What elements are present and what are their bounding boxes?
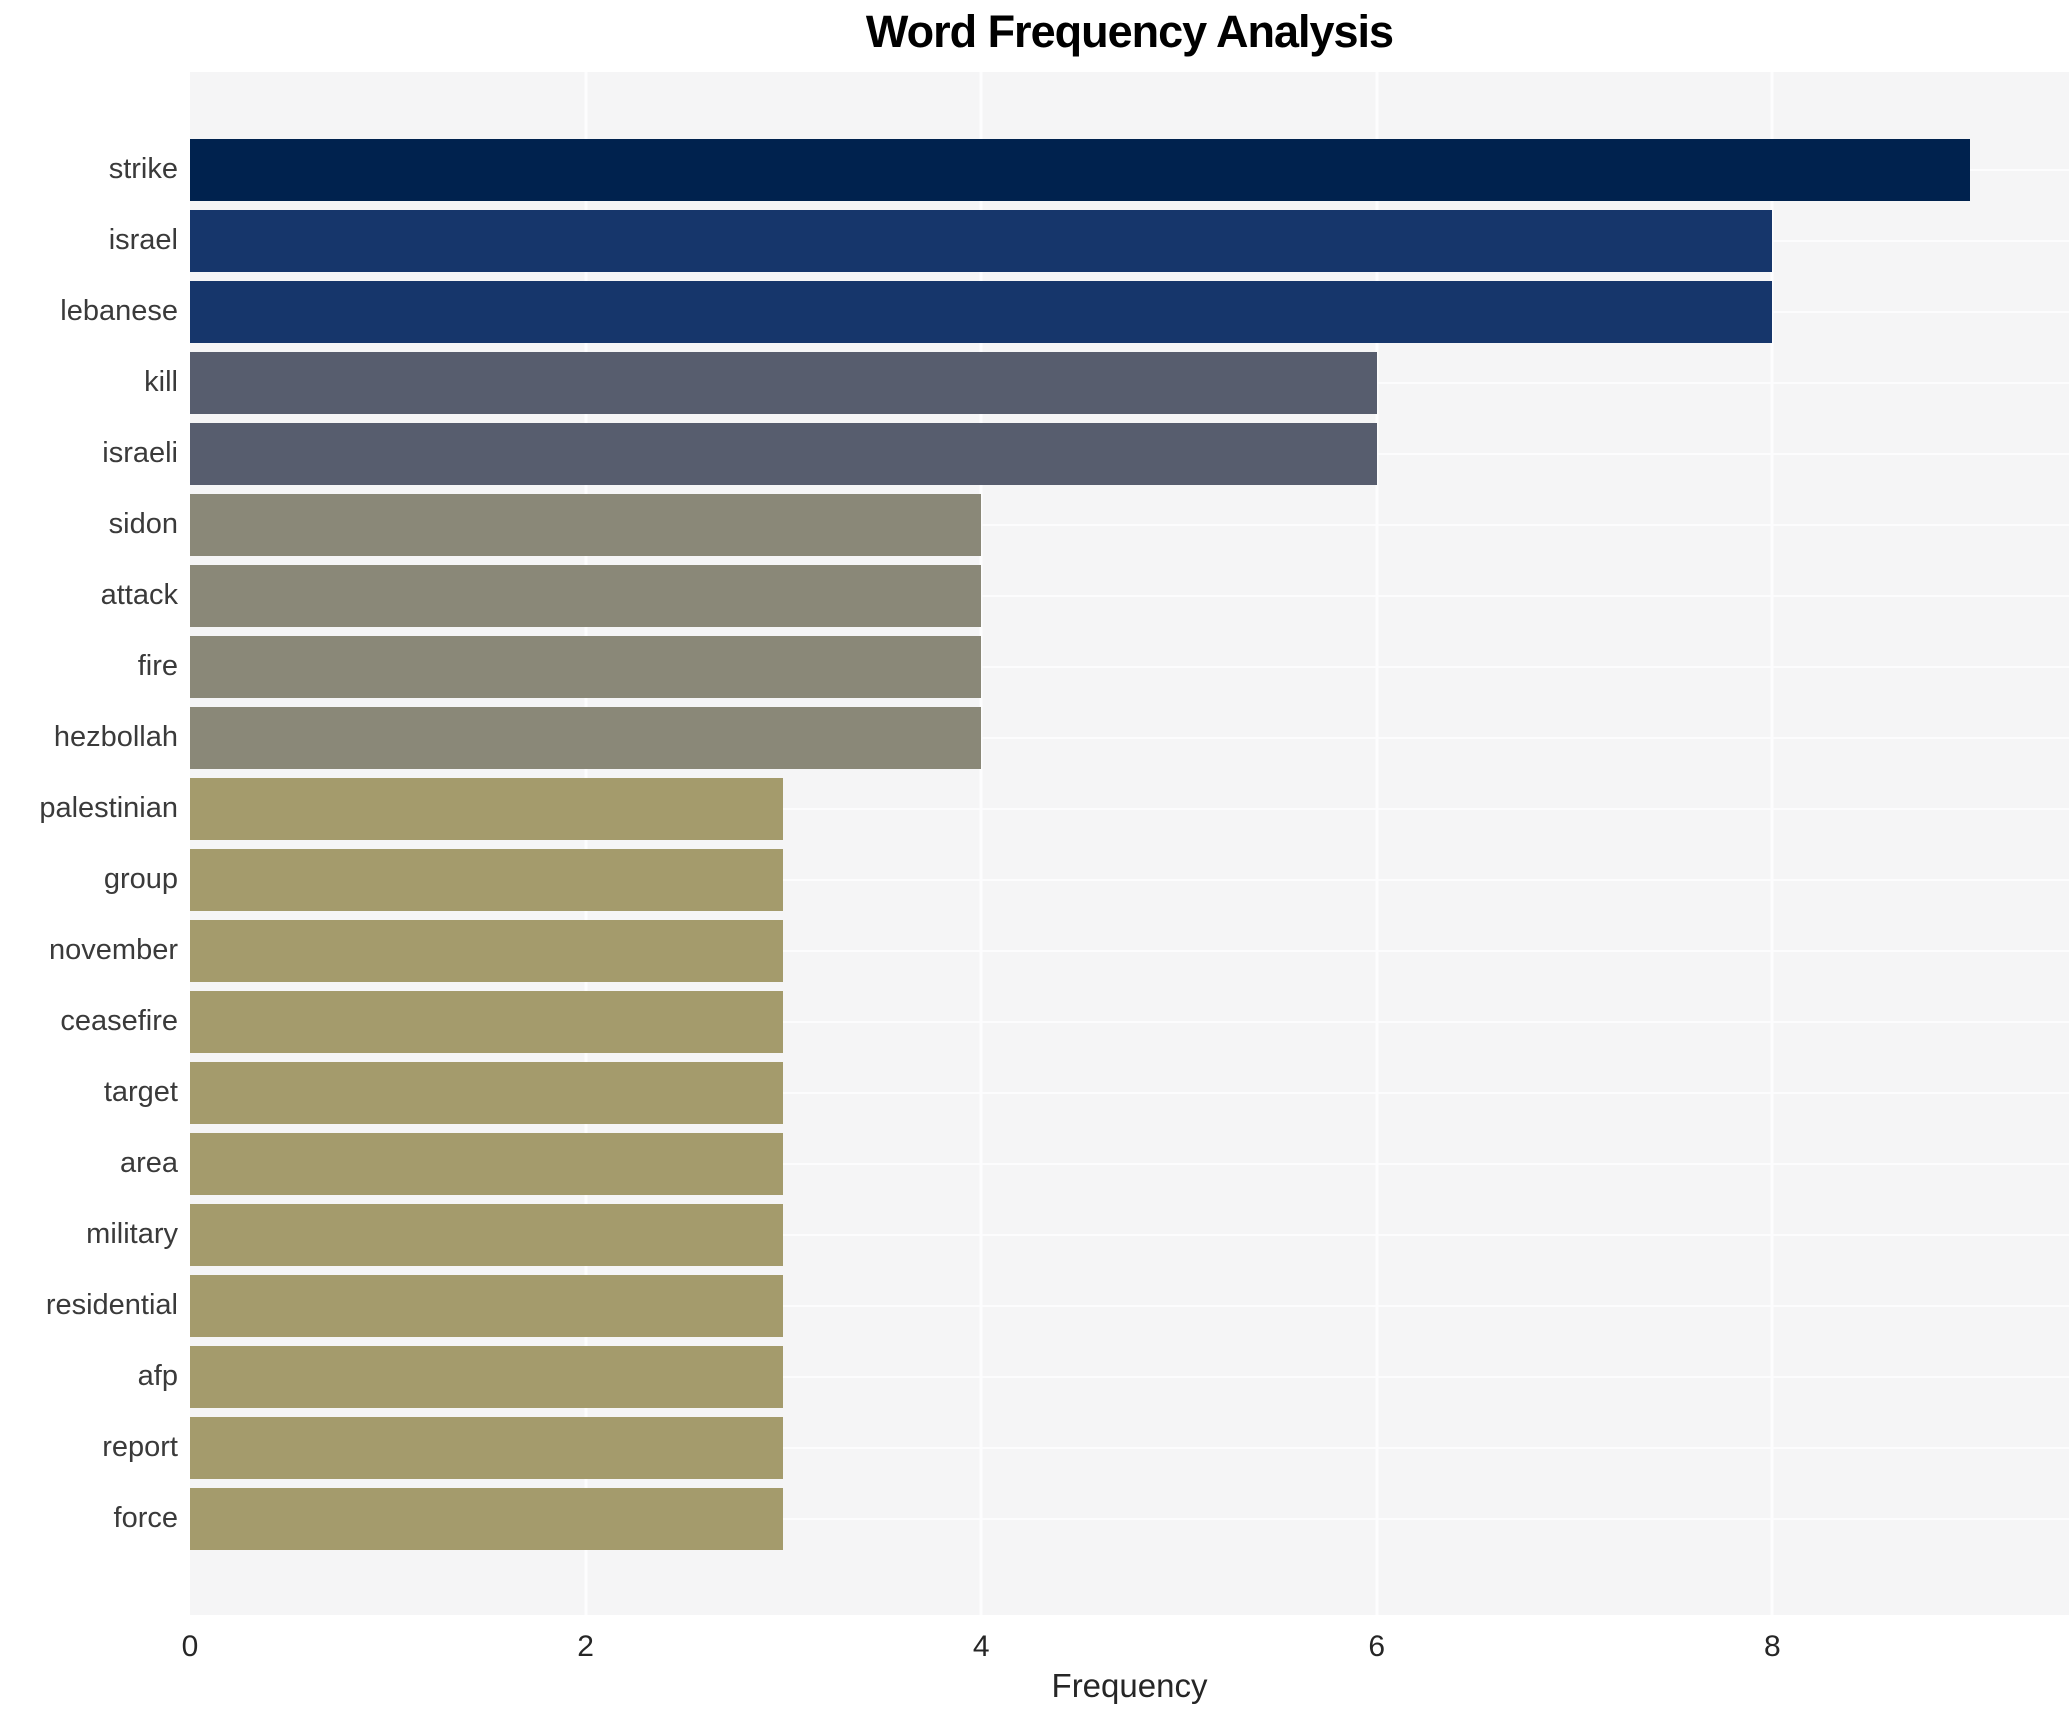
- bar-force: [190, 1487, 784, 1550]
- bar-residential: [190, 1274, 784, 1337]
- bar-afp: [190, 1345, 784, 1408]
- vertical-gridline: [1770, 72, 1774, 1615]
- bar-november: [190, 919, 784, 982]
- category-label-target: target: [103, 1076, 178, 1108]
- category-label-israel: israel: [108, 224, 178, 256]
- category-label-november: november: [49, 934, 178, 966]
- x-axis-title: Frequency: [1051, 1667, 1208, 1704]
- horizontal-gridline: [190, 949, 2069, 952]
- category-label-palestinian: palestinian: [39, 792, 178, 824]
- horizontal-gridline: [190, 594, 2069, 597]
- horizontal-gridline: [190, 1233, 2069, 1236]
- category-label-attack: attack: [100, 579, 178, 611]
- bar-area: [190, 1132, 784, 1195]
- bar-fire: [190, 635, 982, 698]
- horizontal-gridline: [190, 878, 2069, 881]
- bar-hezbollah: [190, 706, 982, 769]
- horizontal-gridline: [190, 1517, 2069, 1520]
- category-label-group: group: [103, 863, 178, 895]
- bar-report: [190, 1416, 784, 1479]
- horizontal-gridline: [190, 523, 2069, 526]
- category-label-ceasefire: ceasefire: [60, 1005, 178, 1037]
- bar-palestinian: [190, 777, 784, 840]
- chart-title: Word Frequency Analysis: [865, 6, 1394, 57]
- horizontal-gridline: [190, 1446, 2069, 1449]
- category-label-residential: residential: [45, 1289, 178, 1321]
- horizontal-gridline: [190, 1091, 2069, 1094]
- horizontal-gridline: [190, 736, 2069, 739]
- horizontal-gridline: [190, 665, 2069, 668]
- plot-area: [190, 72, 2069, 1615]
- category-label-strike: strike: [108, 153, 178, 185]
- category-label-afp: afp: [137, 1360, 178, 1392]
- bar-target: [190, 1061, 784, 1124]
- category-label-report: report: [102, 1431, 178, 1463]
- horizontal-gridline: [190, 807, 2069, 810]
- x-tick-label: 8: [1763, 1630, 1781, 1663]
- category-label-lebanese: lebanese: [60, 295, 178, 327]
- category-label-kill: kill: [144, 366, 178, 398]
- bar-sidon: [190, 493, 982, 556]
- bar-strike: [190, 138, 1971, 201]
- bar-group: [190, 848, 784, 911]
- category-label-israeli: israeli: [102, 437, 178, 469]
- bar-attack: [190, 564, 982, 627]
- x-tick-label: 4: [972, 1630, 990, 1663]
- category-label-sidon: sidon: [108, 508, 178, 540]
- category-label-area: area: [119, 1147, 178, 1179]
- vertical-gridline: [584, 72, 588, 1615]
- category-label-force: force: [113, 1502, 178, 1534]
- horizontal-gridline: [190, 1020, 2069, 1023]
- y-axis-labels: strike israel lebanese kill israeli sidon atta…: [0, 72, 178, 1615]
- bar-israeli: [190, 422, 1377, 485]
- x-tick-label: 6: [1368, 1630, 1386, 1663]
- horizontal-gridline: [190, 1304, 2069, 1307]
- bar-israel: [190, 209, 1773, 272]
- vertical-gridline: [979, 72, 983, 1615]
- horizontal-gridline: [190, 1375, 2069, 1378]
- bar-military: [190, 1203, 784, 1266]
- category-label-hezbollah: hezbollah: [53, 721, 178, 753]
- bar-kill: [190, 351, 1377, 414]
- category-label-fire: fire: [137, 650, 178, 682]
- x-tick-label: 2: [577, 1630, 594, 1663]
- bar-ceasefire: [190, 990, 784, 1053]
- horizontal-gridline: [190, 1162, 2069, 1165]
- x-tick-label: 0: [181, 1630, 199, 1663]
- vertical-gridline: [1375, 72, 1379, 1615]
- bar-lebanese: [190, 280, 1773, 343]
- category-label-military: military: [86, 1218, 178, 1250]
